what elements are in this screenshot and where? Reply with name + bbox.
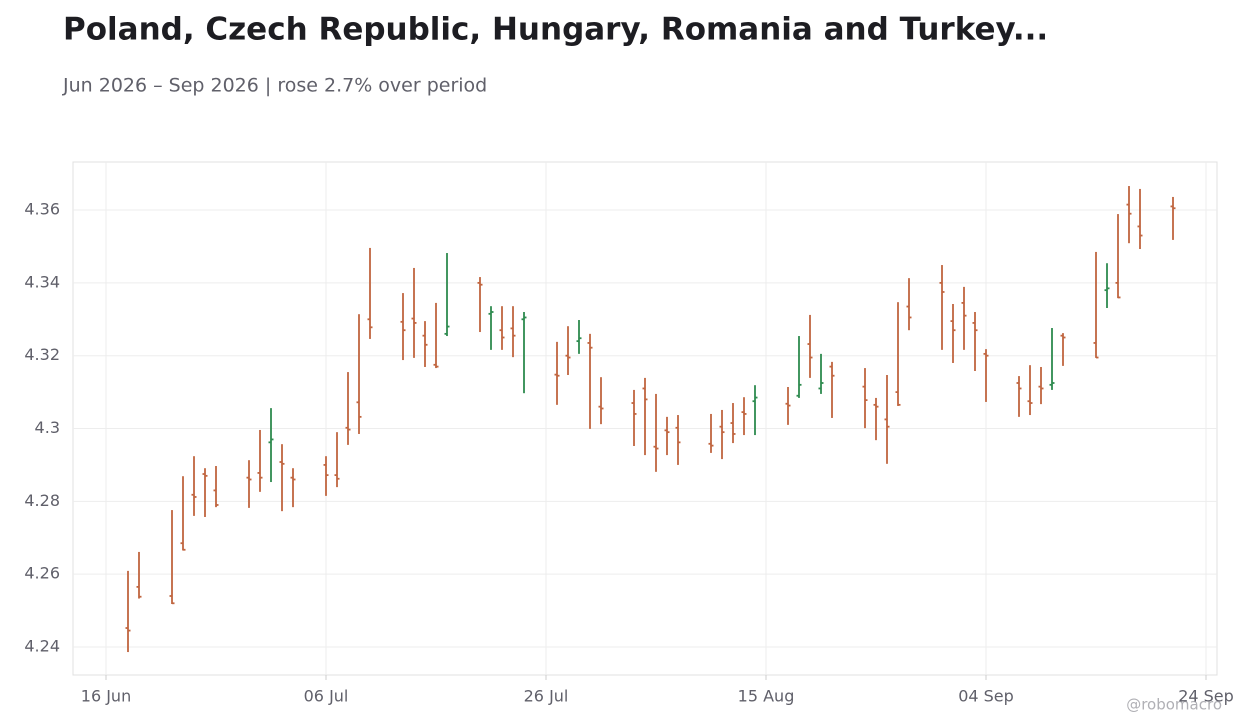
x-tick-label: 06 Jul (304, 687, 349, 706)
y-tick-label: 4.36 (24, 200, 60, 219)
plot-frame (72, 161, 1218, 676)
y-tick-label: 4.24 (24, 636, 60, 655)
y-tick-label: 4.28 (24, 491, 60, 510)
watermark: @robomacro (1126, 696, 1222, 714)
y-tick-label: 4.26 (24, 564, 60, 583)
x-tick-label: 16 Jun (81, 687, 131, 706)
chart-subtitle: Jun 2026 – Sep 2026 | rose 2.7% over per… (62, 75, 487, 97)
y-tick-label: 4.34 (24, 272, 60, 291)
y-tick-label: 4.32 (24, 345, 60, 364)
y-tick-label: 4.3 (35, 418, 60, 437)
x-tick-label: 15 Aug (738, 687, 795, 706)
chart-title: Poland, Czech Republic, Hungary, Romania… (63, 12, 1048, 48)
x-tick-label: 24 Sep (1178, 687, 1234, 706)
x-tick-label: 26 Jul (524, 687, 569, 706)
x-tick-label: 04 Sep (958, 687, 1014, 706)
